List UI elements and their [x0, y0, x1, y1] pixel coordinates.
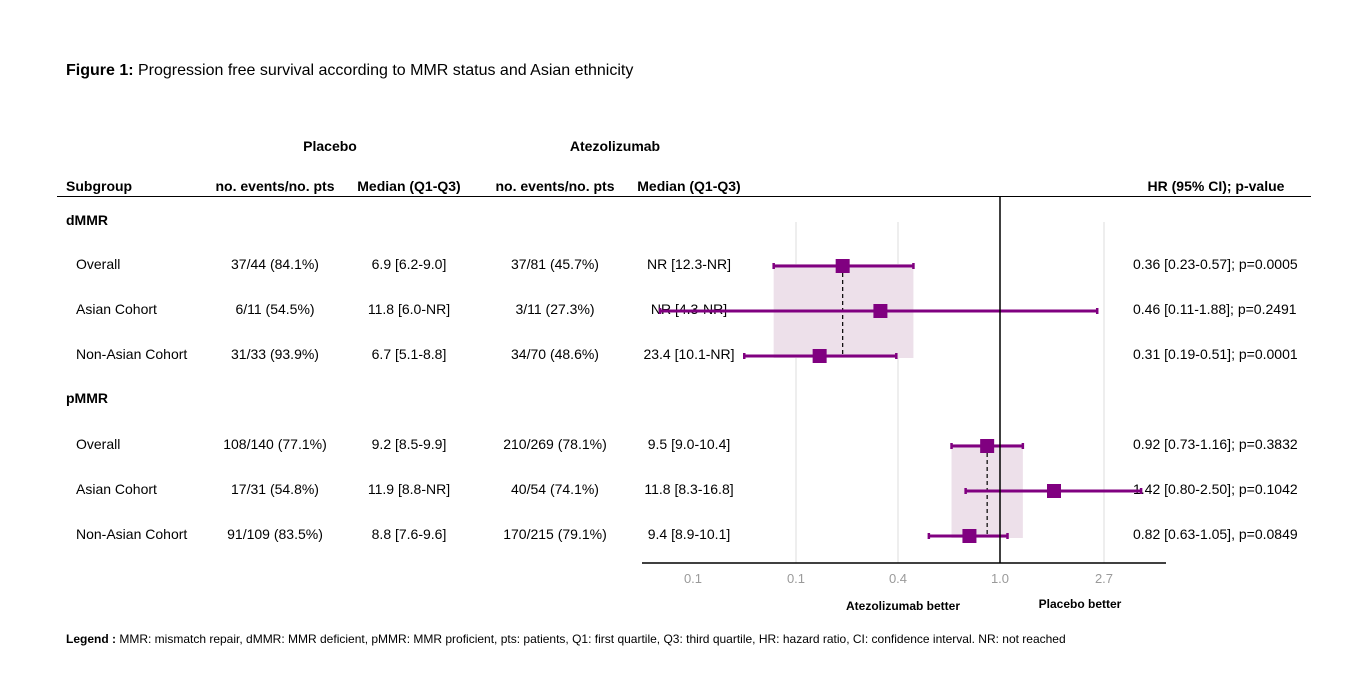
- row-hr-text: 0.46 [0.11-1.88]; p=0.2491: [1133, 301, 1297, 317]
- legend-text: MMR: mismatch repair, dMMR: MMR deficien…: [116, 632, 1066, 646]
- row-atezolizumab-median: NR [12.3-NR]: [646, 256, 732, 272]
- row-placebo-events: 37/44 (84.1%): [231, 256, 319, 272]
- row-placebo-median: 11.8 [6.0-NR]: [367, 301, 451, 317]
- row-placebo-median: 11.9 [8.8-NR]: [367, 481, 451, 497]
- section-label-pmmr: pMMR: [66, 390, 108, 406]
- row-atezolizumab-events: 34/70 (48.6%): [511, 346, 599, 362]
- x-tick-label: 1.0: [991, 571, 1009, 586]
- header-rule: [57, 196, 1311, 197]
- row-subgroup: Asian Cohort: [76, 301, 157, 317]
- row-atezolizumab-median: 23.4 [10.1-NR]: [643, 346, 735, 362]
- row-subgroup: Non-Asian Cohort: [76, 346, 188, 362]
- figure-title-bold: Figure 1:: [66, 62, 134, 79]
- placebo-median-column-header: Median (Q1-Q3): [357, 178, 461, 194]
- row-subgroup: Overall: [76, 256, 121, 272]
- row-atezolizumab-median: 11.8 [8.3-16.8]: [644, 481, 734, 497]
- hazard-ratio-point: [812, 349, 827, 363]
- placebo-events-column-header: no. events/no. pts: [215, 178, 335, 194]
- row-placebo-median: 8.8 [7.6-9.6]: [371, 526, 447, 542]
- row-atezolizumab-events: 40/54 (74.1%): [511, 481, 599, 497]
- hazard-ratio-point: [962, 529, 977, 543]
- row-atezolizumab-events: 170/215 (79.1%): [503, 526, 607, 542]
- hazard-ratio-point: [873, 304, 888, 318]
- hazard-ratio-point: [1047, 484, 1062, 498]
- row-hr-text: 0.31 [0.19-0.51]; p=0.0001: [1133, 346, 1298, 362]
- x-tick-label: 0.4: [889, 571, 907, 586]
- row-atezolizumab-events: 3/11 (27.3%): [515, 301, 595, 317]
- row-hr-text: 0.36 [0.23-0.57]; p=0.0005: [1133, 256, 1298, 272]
- row-atezolizumab-events: 210/269 (78.1%): [503, 436, 607, 452]
- hazard-ratio-point: [980, 439, 995, 453]
- row-placebo-events: 108/140 (77.1%): [223, 436, 327, 452]
- x-tick-label: 0.1: [684, 571, 702, 586]
- x-tick-label: 2.7: [1095, 571, 1113, 586]
- hr-column-header: HR (95% CI); p-value: [1147, 178, 1285, 194]
- placebo-better-label: Placebo better: [1039, 597, 1122, 611]
- legend: Legend : MMR: mismatch repair, dMMR: MMR…: [66, 632, 1066, 646]
- figure-title: Figure 1: Progression free survival acco…: [66, 62, 633, 80]
- row-atezolizumab-events: 37/81 (45.7%): [511, 256, 599, 272]
- legend-label: Legend :: [66, 632, 116, 646]
- row-placebo-events: 31/33 (93.9%): [231, 346, 319, 362]
- row-atezolizumab-median: 9.5 [9.0-10.4]: [647, 436, 731, 452]
- atezolizumab-events-column-header: no. events/no. pts: [495, 178, 615, 194]
- row-placebo-events: 6/11 (54.5%): [235, 301, 315, 317]
- row-subgroup: Non-Asian Cohort: [76, 526, 188, 542]
- hazard-ratio-point: [835, 259, 850, 273]
- row-atezolizumab-median: 9.4 [8.9-10.1]: [647, 526, 731, 542]
- row-subgroup: Asian Cohort: [76, 481, 157, 497]
- row-atezolizumab-median: NR [4.3-NR]: [650, 301, 728, 317]
- atezolizumab-better-label: Atezolizumab better: [846, 599, 960, 613]
- row-placebo-events: 91/109 (83.5%): [227, 526, 323, 542]
- row-hr-text: 1.42 [0.80-2.50]; p=0.1042: [1133, 481, 1298, 497]
- section-label-dmmr: dMMR: [66, 212, 108, 228]
- atezolizumab-group-header: Atezolizumab: [569, 138, 661, 154]
- row-placebo-median: 6.7 [5.1-8.8]: [371, 346, 447, 362]
- figure-title-text: Progression free survival according to M…: [133, 62, 634, 79]
- subgroup-column-header: Subgroup: [66, 178, 133, 194]
- row-hr-text: 0.92 [0.73-1.16]; p=0.3832: [1133, 436, 1298, 452]
- row-placebo-events: 17/31 (54.8%): [231, 481, 319, 497]
- row-placebo-median: 9.2 [8.5-9.9]: [371, 436, 447, 452]
- atezolizumab-median-column-header: Median (Q1-Q3): [637, 178, 741, 194]
- row-placebo-median: 6.9 [6.2-9.0]: [371, 256, 447, 272]
- row-subgroup: Overall: [76, 436, 121, 452]
- x-tick-label: 0.1: [787, 571, 805, 586]
- row-hr-text: 0.82 [0.63-1.05], p=0.0849: [1133, 526, 1298, 542]
- placebo-group-header: Placebo: [303, 138, 357, 154]
